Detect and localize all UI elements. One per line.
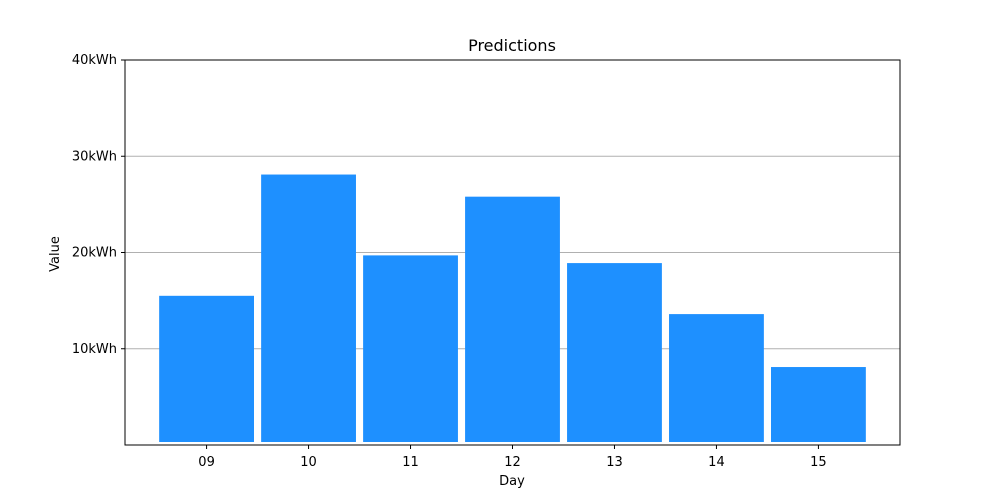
y-tick-label: 40kWh xyxy=(72,53,117,68)
bar-13 xyxy=(567,263,662,442)
bar-11 xyxy=(363,255,458,442)
x-tick-label: 10 xyxy=(300,455,317,470)
y-tick-label: 30kWh xyxy=(72,149,117,164)
bar-14 xyxy=(669,314,764,442)
x-axis-label: Day xyxy=(499,474,525,489)
y-tick-label: 10kWh xyxy=(72,342,117,357)
chart-title: Predictions xyxy=(468,36,556,55)
bar-10 xyxy=(261,174,356,442)
x-axis-ticks: 09 10 11 12 13 14 15 xyxy=(198,445,827,470)
y-tick-label: 20kWh xyxy=(72,246,117,261)
bar-15 xyxy=(771,367,866,442)
x-tick-label: 11 xyxy=(402,455,419,470)
y-axis-label: Value xyxy=(48,236,63,272)
bars xyxy=(159,174,866,442)
x-tick-label: 13 xyxy=(606,455,623,470)
x-tick-label: 09 xyxy=(198,455,215,470)
y-axis-ticks: 10kWh 20kWh 30kWh 40kWh xyxy=(72,53,125,357)
x-tick-label: 14 xyxy=(708,455,725,470)
x-tick-label: 15 xyxy=(810,455,827,470)
bar-12 xyxy=(465,196,560,442)
x-tick-label: 12 xyxy=(504,455,521,470)
bar-09 xyxy=(159,295,254,442)
